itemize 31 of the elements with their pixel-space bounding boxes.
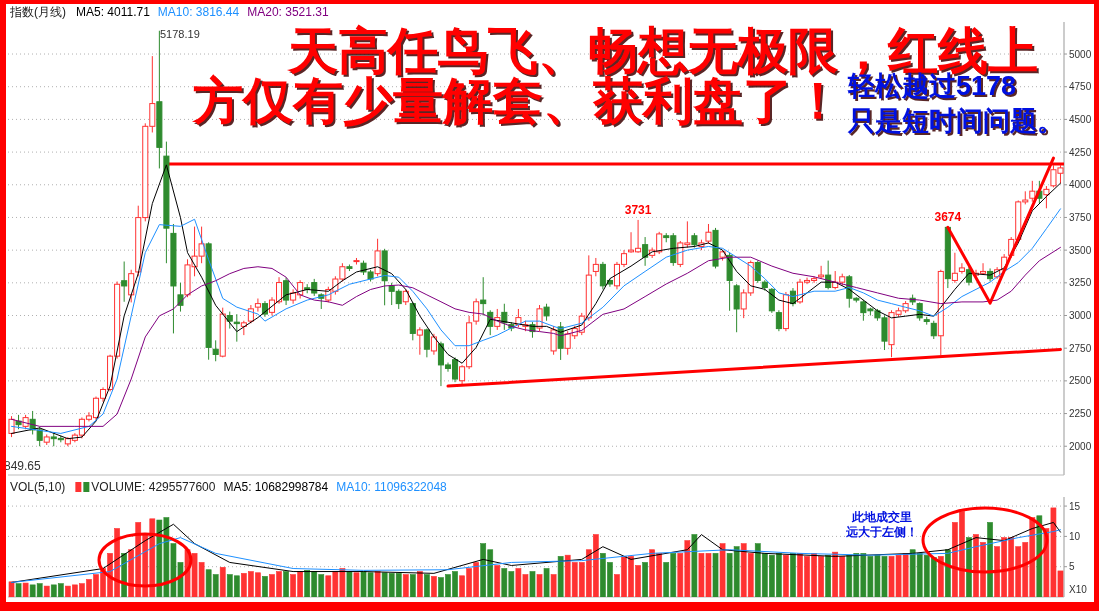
annotation: 3731 xyxy=(624,202,652,217)
text: MA5: 4011.71 xyxy=(76,5,151,19)
text: MA5: 10682998784 xyxy=(223,480,329,494)
y-tick-label: 5000 xyxy=(1069,48,1092,60)
annotation: 5178.19 xyxy=(160,28,200,40)
legend-label: VOLUME: 4295577600 xyxy=(91,480,216,494)
y-tick-label: 3500 xyxy=(1069,244,1092,256)
y-tick-label: 5 xyxy=(1069,561,1075,573)
y-tick-label: 3250 xyxy=(1069,277,1092,289)
annotation: 远大于左侧！ xyxy=(845,525,918,539)
y-tick-label: 2750 xyxy=(1069,342,1092,354)
y-tick-label: 15 xyxy=(1069,500,1081,512)
chart-title: VOL(5,10) xyxy=(10,480,66,494)
y-tick-label: 2000 xyxy=(1069,440,1092,452)
y-tick-label: 4500 xyxy=(1069,113,1092,125)
annotation: 3674 xyxy=(934,210,962,225)
annotation: 此地成交里 xyxy=(851,510,912,524)
y-tick-label: 2250 xyxy=(1069,408,1092,420)
text: X10 xyxy=(1069,584,1088,595)
y-tick-label: 4750 xyxy=(1069,81,1092,93)
text: MA20: 3521.31 xyxy=(247,5,329,19)
y-tick-label: 3000 xyxy=(1069,310,1092,321)
y-tick-label: 2500 xyxy=(1069,375,1092,387)
y-tick-label: 4250 xyxy=(1069,146,1092,158)
y-tick-label: 4000 xyxy=(1069,179,1092,191)
y-tick-label: 10 xyxy=(1069,530,1081,542)
annotation: 只是短时间问题。 xyxy=(847,106,1064,136)
text: MA10: 11096322048 xyxy=(336,480,448,494)
text: MA10: 3816.44 xyxy=(157,5,240,19)
y-tick-label: 3750 xyxy=(1069,211,1092,223)
chart-title: 指数(月线) xyxy=(9,5,66,19)
